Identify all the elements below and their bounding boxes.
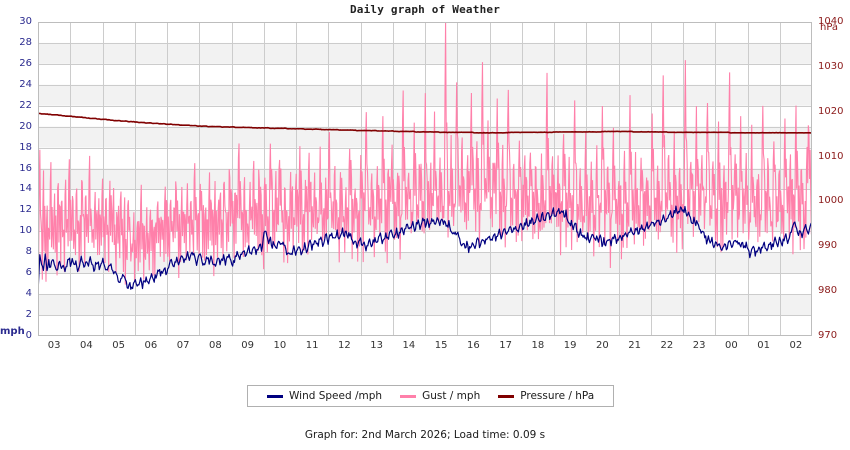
legend-label-wind-speed: Wind Speed /mph [289, 390, 383, 402]
x-axis-tick-05: 05 [112, 340, 125, 351]
right-axis-tick-970: 970 [818, 330, 838, 341]
left-axis-tick-16: 16 [19, 162, 32, 174]
right-axis-tick-1040: 1040 [818, 16, 844, 27]
x-axis-tick-12: 12 [338, 340, 351, 351]
wind-speed-series [38, 205, 812, 294]
left-axis-tick-4: 4 [25, 288, 32, 300]
right-axis-tick-1000: 1000 [818, 195, 844, 207]
x-axis-tick-18: 18 [531, 340, 545, 351]
legend-label-gust: Gust / mph [422, 390, 481, 402]
legend-swatch-wind-speed [267, 394, 283, 398]
x-axis-tick-23: 23 [692, 340, 706, 351]
x-axis-tick-06: 06 [144, 340, 158, 351]
x-axis-tick-21: 21 [628, 340, 641, 351]
x-axis-tick-09: 09 [241, 340, 254, 351]
x-axis-tick-17: 17 [499, 340, 512, 351]
right-axis-tick-980: 980 [818, 285, 838, 297]
left-axis-tick-2: 2 [25, 309, 32, 321]
vertical-gridlines [38, 22, 781, 336]
gust-series [38, 22, 812, 285]
left-axis-tick-22: 22 [19, 99, 32, 111]
page-title: Daily graph of Weather [349, 3, 501, 16]
legend-label-pressure: Pressure / hPa [520, 390, 595, 402]
x-axis-tick-14: 14 [402, 340, 416, 351]
x-axis-tick-19: 19 [563, 340, 577, 351]
x-axis-tick-20: 20 [596, 340, 609, 351]
left-axis-tick-20: 20 [19, 120, 32, 132]
right-axis-tick-1020: 1020 [818, 105, 844, 117]
x-axis-tick-01: 01 [757, 340, 770, 351]
left-axis-tick-0: 0 [25, 330, 32, 341]
x-axis-tick-04: 04 [80, 340, 93, 351]
x-axis-tick-02: 02 [789, 340, 803, 351]
legend-swatch-gust [400, 394, 417, 398]
left-axis-tick-10: 10 [19, 225, 32, 237]
footer-caption: Graph for: 2nd March 2026; Load time: 0.… [304, 429, 546, 441]
x-axis-tick-15: 15 [434, 340, 448, 351]
x-axis-tick-11: 11 [305, 340, 319, 351]
legend-item-wind-speed: Wind Speed /mph [267, 390, 382, 402]
right-axis-tick-1010: 1010 [818, 150, 844, 162]
left-axis-tick-28: 28 [19, 36, 32, 48]
legend-item-pressure: Pressure / hPa [498, 390, 594, 402]
left-axis-tick-12: 12 [19, 204, 32, 216]
left-axis-tick-26: 26 [19, 57, 32, 69]
x-axis-tick-03: 03 [47, 340, 61, 351]
legend-swatch-pressure [498, 394, 515, 398]
left-axis-tick-8: 8 [25, 246, 32, 258]
x-axis-tick-08: 08 [209, 340, 222, 351]
chart-legend: Wind Speed /mph Gust / mph Pressure / hP… [247, 385, 615, 407]
right-axis-unit-label: hPa [820, 22, 839, 33]
left-axis-tick-30: 30 [19, 16, 32, 27]
weather-chart-svg [38, 22, 812, 336]
right-axis-tick-990: 990 [818, 240, 838, 252]
x-axis-tick-00: 00 [725, 340, 738, 351]
plot-border [38, 22, 812, 336]
right-axis-tick-1030: 1030 [818, 60, 844, 72]
legend-item-gust: Gust / mph [400, 390, 480, 402]
left-axis-tick-24: 24 [19, 78, 32, 90]
left-axis-tick-18: 18 [19, 141, 32, 153]
left-axis-tick-14: 14 [19, 183, 32, 195]
left-axis-unit-label: mph [0, 326, 25, 337]
x-axis-tick-16: 16 [467, 340, 480, 351]
x-axis-tick-13: 13 [370, 340, 383, 351]
x-axis-tick-10: 10 [273, 340, 287, 351]
left-axis-tick-6: 6 [25, 267, 32, 279]
pressure-series [38, 112, 812, 134]
x-axis-tick-22: 22 [660, 340, 674, 351]
x-axis-tick-07: 07 [176, 340, 190, 351]
plot-area [38, 22, 812, 336]
